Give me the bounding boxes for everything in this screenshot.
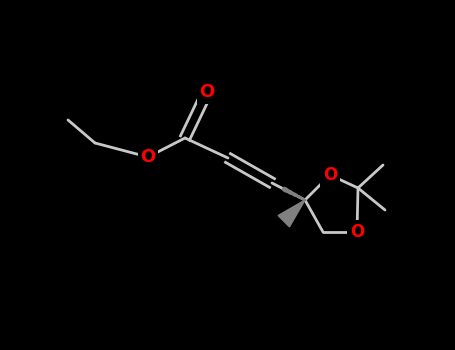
Text: O: O xyxy=(141,148,156,166)
Text: O: O xyxy=(199,83,215,101)
Polygon shape xyxy=(278,200,305,227)
Text: O: O xyxy=(323,166,337,184)
Text: O: O xyxy=(350,223,364,241)
